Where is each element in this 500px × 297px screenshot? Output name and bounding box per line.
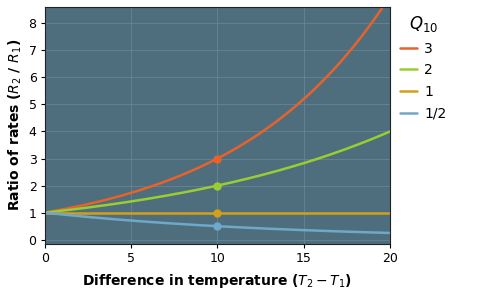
1/2 [248,226,254,230]
2 [206,186,212,189]
3 [228,149,234,153]
3 [324,74,330,78]
3 [206,161,212,165]
2 [387,130,393,133]
1 [42,211,48,214]
3 [42,211,48,214]
1/2 [206,224,212,228]
1 [228,211,234,214]
2 [42,211,48,214]
1 [206,211,212,214]
X-axis label: Difference in temperature ($T_2 - T_1$): Difference in temperature ($T_2 - T_1$) [82,272,352,290]
1/2 [378,231,384,235]
1 [208,211,214,214]
Y-axis label: Ratio of rates ($R_2$ / $R_1$): Ratio of rates ($R_2$ / $R_1$) [7,39,24,211]
1/2 [42,211,48,214]
2 [248,176,254,180]
1/2 [208,224,214,228]
Legend: 3, 2, 1, 1/2: 3, 2, 1, 1/2 [400,14,446,121]
3 [248,138,254,141]
Line: 3: 3 [45,0,390,213]
2 [228,181,234,184]
1 [324,211,330,214]
3 [208,160,214,164]
2 [324,154,330,157]
Line: 1/2: 1/2 [45,213,390,233]
1/2 [324,229,330,233]
Line: 2: 2 [45,132,390,213]
1 [378,211,384,214]
1/2 [387,231,393,235]
1 [248,211,254,214]
2 [378,133,384,137]
2 [208,185,214,189]
1 [387,211,393,214]
3 [378,7,384,10]
1/2 [228,225,234,229]
